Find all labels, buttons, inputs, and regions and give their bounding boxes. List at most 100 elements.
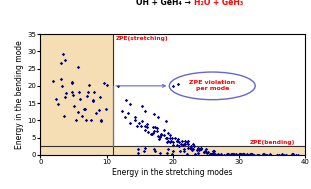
Point bbox=[91, 99, 95, 102]
Bar bbox=[40, 34, 113, 155]
Point bbox=[178, 143, 183, 146]
Point bbox=[230, 154, 235, 157]
Point bbox=[163, 136, 168, 139]
Point bbox=[205, 151, 210, 154]
Point bbox=[227, 155, 232, 158]
Point bbox=[181, 143, 186, 146]
Point bbox=[175, 140, 180, 143]
Point bbox=[155, 135, 160, 138]
Point bbox=[156, 137, 161, 140]
Point bbox=[69, 81, 74, 84]
Point bbox=[260, 155, 265, 158]
Point bbox=[177, 149, 182, 152]
Point bbox=[192, 153, 197, 156]
Point bbox=[243, 155, 248, 158]
X-axis label: Energy in the stretching modes: Energy in the stretching modes bbox=[112, 168, 233, 177]
Point bbox=[211, 152, 216, 155]
Point bbox=[164, 136, 169, 139]
Bar bbox=[40, 146, 305, 155]
Point bbox=[290, 153, 295, 156]
Point bbox=[237, 154, 242, 157]
Point bbox=[216, 152, 221, 155]
Point bbox=[198, 148, 203, 151]
Point bbox=[136, 122, 141, 125]
Point bbox=[196, 151, 201, 154]
Text: ZPE(stretching): ZPE(stretching) bbox=[116, 36, 168, 41]
Text: ZPE violation
per mode: ZPE violation per mode bbox=[189, 81, 235, 91]
Point bbox=[155, 127, 160, 130]
Point bbox=[284, 154, 289, 157]
Point bbox=[188, 144, 193, 147]
Point bbox=[91, 90, 96, 93]
Point bbox=[104, 83, 109, 86]
Point bbox=[181, 142, 186, 145]
Point bbox=[136, 148, 141, 151]
Point bbox=[218, 155, 223, 158]
Point bbox=[139, 105, 144, 108]
Point bbox=[239, 153, 244, 156]
Point bbox=[194, 149, 199, 152]
Point bbox=[83, 108, 88, 111]
Point bbox=[197, 149, 202, 152]
Point bbox=[158, 134, 163, 137]
Point bbox=[241, 152, 246, 155]
Text: H₂O + GeH₃: H₂O + GeH₃ bbox=[194, 0, 243, 7]
Point bbox=[58, 61, 63, 64]
Point bbox=[205, 155, 210, 158]
Point bbox=[271, 155, 276, 158]
Point bbox=[84, 94, 89, 98]
Point bbox=[304, 153, 309, 156]
Point bbox=[158, 132, 163, 136]
Point bbox=[96, 108, 101, 111]
Point bbox=[294, 155, 299, 158]
Point bbox=[168, 137, 173, 140]
Point bbox=[142, 149, 146, 152]
Point bbox=[267, 154, 272, 157]
Point bbox=[276, 153, 281, 156]
Point bbox=[228, 153, 233, 156]
Point bbox=[89, 118, 94, 121]
Point bbox=[152, 125, 157, 128]
Point bbox=[241, 153, 246, 156]
Point bbox=[185, 139, 190, 142]
Point bbox=[184, 153, 189, 156]
Point bbox=[149, 132, 154, 136]
Point bbox=[158, 151, 163, 154]
Point bbox=[244, 153, 249, 156]
Point bbox=[151, 129, 156, 132]
Point bbox=[170, 143, 175, 146]
Point bbox=[186, 143, 191, 146]
Point bbox=[196, 147, 201, 150]
Point bbox=[230, 155, 235, 158]
Point bbox=[59, 78, 64, 81]
Point bbox=[211, 150, 216, 153]
Point bbox=[250, 152, 255, 155]
Point bbox=[164, 151, 169, 154]
Point bbox=[168, 134, 173, 137]
Point bbox=[86, 83, 91, 86]
Point bbox=[255, 155, 260, 158]
Point bbox=[248, 153, 253, 156]
Point bbox=[176, 137, 181, 140]
Point bbox=[63, 59, 67, 62]
Point bbox=[144, 122, 149, 125]
Point bbox=[277, 154, 282, 157]
Point bbox=[169, 139, 174, 142]
Point bbox=[189, 146, 194, 149]
Point bbox=[185, 141, 190, 144]
Point bbox=[230, 153, 234, 156]
Point bbox=[202, 149, 207, 152]
Point bbox=[128, 103, 133, 106]
Point bbox=[170, 141, 175, 144]
Point bbox=[203, 148, 208, 151]
Point bbox=[162, 129, 167, 132]
Point bbox=[196, 147, 201, 150]
Point bbox=[240, 152, 245, 155]
Point bbox=[104, 108, 109, 111]
Point bbox=[188, 146, 193, 149]
Point bbox=[211, 151, 216, 154]
Point bbox=[294, 153, 299, 156]
Point bbox=[249, 153, 254, 156]
Point bbox=[247, 153, 252, 156]
Point bbox=[183, 139, 188, 143]
